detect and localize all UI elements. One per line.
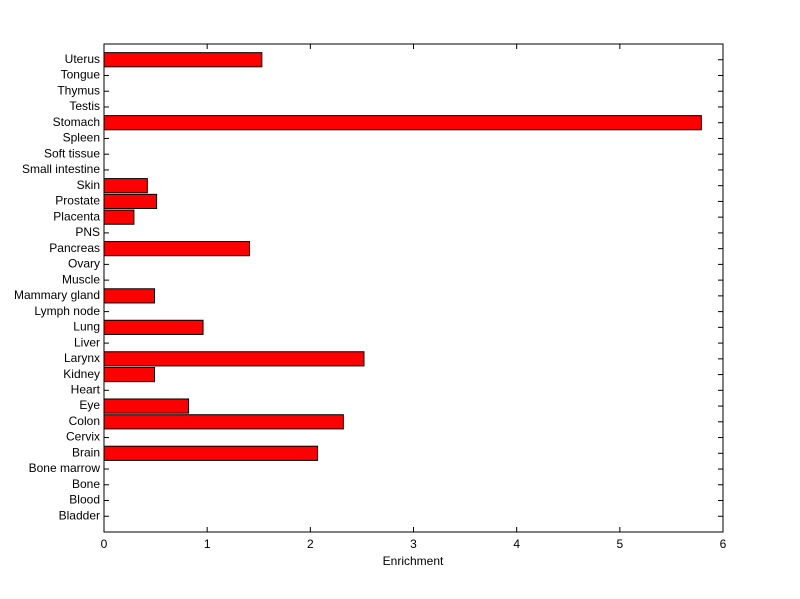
bar bbox=[103, 193, 158, 210]
x-tick-label: 5 bbox=[616, 537, 623, 551]
y-tick-label: Uterus bbox=[65, 52, 100, 66]
y-tick-label: Soft tissue bbox=[44, 146, 100, 160]
y-tick-label: Lymph node bbox=[34, 304, 100, 318]
y-tick-label: Eye bbox=[79, 398, 100, 412]
y-tick-label: Blood bbox=[69, 493, 100, 507]
y-tick-label: Muscle bbox=[62, 272, 100, 286]
bar bbox=[103, 319, 204, 335]
y-tick-label: Mammary gland bbox=[14, 288, 100, 302]
y-tick-label: Liver bbox=[74, 335, 100, 349]
x-tick-label: 6 bbox=[720, 537, 727, 551]
y-tick-label: Colon bbox=[69, 414, 100, 428]
y-tick-label: Placenta bbox=[53, 209, 100, 223]
y-tick-label: Stomach bbox=[53, 115, 100, 129]
y-tick-label: Brain bbox=[72, 445, 100, 459]
y-tick-label: Bone marrow bbox=[29, 461, 101, 475]
y-tick-label: Spleen bbox=[63, 131, 100, 145]
bar bbox=[103, 351, 365, 367]
bar bbox=[103, 209, 135, 225]
y-tick-label: Kidney bbox=[63, 367, 100, 381]
bar bbox=[103, 241, 250, 257]
x-tick-label: 0 bbox=[101, 537, 108, 551]
bar bbox=[103, 366, 156, 383]
y-tick-label: Thymus bbox=[57, 83, 100, 97]
bar bbox=[103, 52, 263, 68]
y-tick-label: Ovary bbox=[68, 257, 100, 271]
bar bbox=[103, 178, 148, 194]
bar bbox=[103, 115, 702, 131]
x-tick-label: 3 bbox=[410, 537, 417, 551]
y-tick-label: Small intestine bbox=[22, 162, 100, 176]
x-tick-label: 1 bbox=[204, 537, 211, 551]
x-tick-label: 2 bbox=[307, 537, 314, 551]
y-tick-label: Cervix bbox=[66, 430, 100, 444]
x-axis-label: Enrichment bbox=[383, 554, 444, 568]
x-tick-label: 4 bbox=[513, 537, 520, 551]
y-tick-label: Heart bbox=[71, 382, 101, 396]
bar bbox=[103, 398, 190, 414]
y-tick-label: Larynx bbox=[64, 351, 100, 365]
y-tick-label: Prostate bbox=[55, 194, 100, 208]
y-tick-label: Bone bbox=[72, 477, 100, 491]
y-tick-label: Skin bbox=[77, 178, 100, 192]
y-tick-label: Tongue bbox=[61, 68, 101, 82]
bar bbox=[103, 445, 319, 461]
bar bbox=[103, 414, 344, 430]
y-tick-label: Pancreas bbox=[49, 241, 100, 255]
y-tick-label: Bladder bbox=[59, 508, 100, 522]
y-tick-label: Lung bbox=[73, 320, 100, 334]
bar bbox=[103, 288, 156, 304]
y-tick-label: PNS bbox=[75, 225, 100, 239]
y-tick-label: Testis bbox=[69, 99, 100, 113]
